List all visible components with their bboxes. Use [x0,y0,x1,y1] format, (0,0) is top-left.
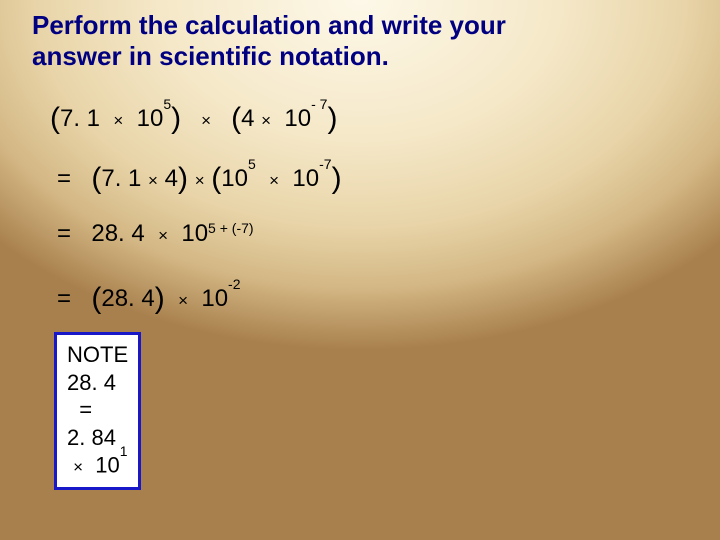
lparen-icon: ( [50,102,60,135]
coef-a: 7. 1 [60,105,100,132]
note-lhs: 28. 4 [67,370,116,395]
rparen-icon: ) [155,282,165,315]
times-icon: × [261,111,271,130]
page-title: Perform the calculation and write your a… [32,10,592,72]
equals-icon: = [50,220,78,248]
coef-3: 28. 4 [91,220,144,247]
exp-a2: 5 [248,156,256,172]
lparen-icon: ( [231,102,241,135]
lparen-icon: ( [211,162,221,195]
expr-line-3: = 28. 4 × 105 + (-7) [50,220,254,248]
times-icon: × [113,111,123,130]
times-icon: × [148,171,158,190]
coef-b2: 4 [165,165,178,192]
note-rhs-exp: 1 [120,443,128,459]
times-icon: × [158,226,168,245]
expr-line-2: = (7. 1 × 4) × (105 × 10-7) [50,160,342,194]
exp-b: - 7 [311,96,327,112]
rparen-icon: ) [171,102,181,135]
times-icon: × [269,171,279,190]
rparen-icon: ) [332,162,342,195]
note-rhs-coef: 2. 84 [67,425,116,450]
note-box: NOTE 28. 4 = 2. 84 × 101 [54,332,141,490]
lparen-icon: ( [91,162,101,195]
equals-icon: = [50,165,78,193]
coef-4: 28. 4 [101,285,154,312]
times-icon: × [195,171,205,190]
rparen-icon: ) [178,162,188,195]
coef-b: 4 [241,105,254,132]
lparen-icon: ( [91,282,101,315]
exp-3: 5 + (-7) [208,220,254,236]
exp-b2: -7 [319,156,331,172]
times-icon: × [178,291,188,310]
times-icon: × [201,111,211,130]
exp-4: -2 [228,276,240,292]
expr-line-1: (7. 1 × 105) × (4 × 10- 7) [50,100,337,134]
note-label: NOTE [67,341,128,369]
equals-icon: = [50,285,78,313]
coef-a2: 7. 1 [101,165,141,192]
rparen-icon: ) [327,102,337,135]
times-icon: × [73,457,83,476]
note-equation: 28. 4 = 2. 84 × 101 [67,369,128,479]
exp-a: 5 [163,96,171,112]
expr-line-4: = (28. 4) × 10-2 [50,280,241,314]
